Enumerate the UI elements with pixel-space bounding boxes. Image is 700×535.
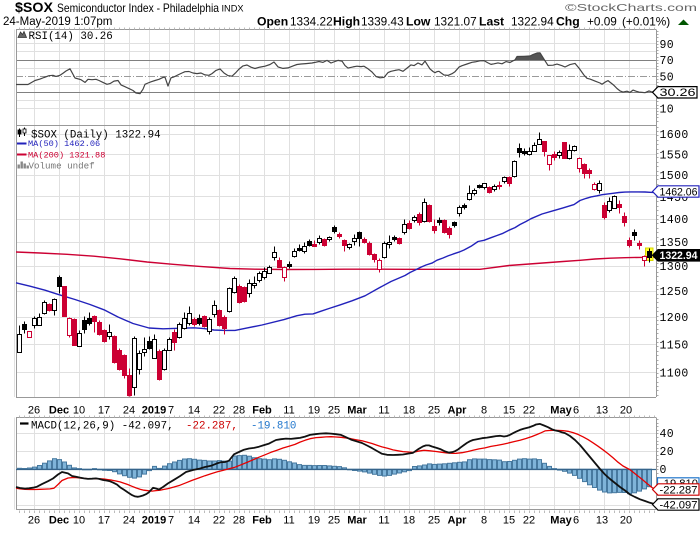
svg-text:2019: 2019 — [142, 515, 166, 527]
svg-text:1400: 1400 — [660, 214, 689, 227]
svg-text:Feb: Feb — [252, 405, 272, 417]
svg-text:Open: Open — [257, 15, 288, 29]
svg-text:1322.94: 1322.94 — [660, 250, 699, 262]
svg-text:18: 18 — [403, 405, 415, 417]
svg-text:26: 26 — [28, 515, 40, 527]
svg-text:-19.810: -19.810 — [251, 421, 296, 433]
svg-text:$SOX (Daily) 1322.94: $SOX (Daily) 1322.94 — [31, 130, 161, 142]
svg-text:Mar: Mar — [347, 515, 367, 527]
svg-text:22: 22 — [213, 515, 225, 527]
svg-text:(+0.01%): (+0.01%) — [622, 15, 670, 29]
svg-text:8: 8 — [481, 405, 487, 417]
svg-text:1339.43: 1339.43 — [361, 15, 404, 29]
svg-text:22: 22 — [213, 405, 225, 417]
svg-text:May: May — [550, 405, 572, 417]
svg-text:1550: 1550 — [660, 149, 689, 162]
svg-text:High: High — [333, 15, 360, 29]
svg-text:2019: 2019 — [142, 405, 166, 417]
svg-text:Dec: Dec — [49, 515, 69, 527]
svg-text:11: 11 — [283, 405, 294, 417]
svg-text:11: 11 — [378, 515, 389, 527]
svg-text:26: 26 — [28, 405, 40, 417]
svg-text:7: 7 — [168, 515, 174, 527]
svg-text:19: 19 — [308, 515, 320, 527]
svg-text:1150: 1150 — [660, 339, 689, 352]
svg-text:14: 14 — [188, 515, 200, 527]
svg-text:15: 15 — [503, 405, 515, 417]
svg-text:0: 0 — [660, 464, 667, 477]
svg-text:7: 7 — [168, 405, 174, 417]
svg-text:Mar: Mar — [347, 405, 367, 417]
svg-text:Chg: Chg — [556, 15, 580, 29]
svg-text:1334.22: 1334.22 — [290, 15, 333, 29]
svg-text:28: 28 — [233, 405, 245, 417]
svg-text:11: 11 — [283, 515, 294, 527]
svg-text:28: 28 — [233, 515, 245, 527]
svg-text:11: 11 — [378, 405, 389, 417]
svg-text:Volume undef: Volume undef — [29, 160, 95, 171]
svg-text:15: 15 — [503, 515, 515, 527]
svg-text:May: May — [550, 515, 572, 527]
svg-text:25: 25 — [328, 405, 340, 417]
svg-text:Semiconductor Index - Philadel: Semiconductor Index - Philadelphia — [57, 1, 219, 15]
svg-text:17: 17 — [98, 405, 110, 417]
svg-text:1600: 1600 — [660, 129, 689, 142]
svg-text:Dec: Dec — [49, 405, 69, 417]
svg-text:Apr: Apr — [448, 515, 468, 527]
svg-text:1500: 1500 — [660, 170, 689, 183]
svg-text:1250: 1250 — [660, 286, 689, 299]
svg-text:$SOX: $SOX — [15, 0, 54, 15]
svg-text:8: 8 — [481, 515, 487, 527]
svg-text:50: 50 — [660, 71, 675, 84]
svg-text:Low: Low — [406, 15, 431, 29]
svg-text:19: 19 — [308, 405, 320, 417]
svg-text:1350: 1350 — [660, 237, 689, 250]
svg-text:20: 20 — [660, 446, 675, 459]
svg-text:13: 13 — [596, 405, 608, 417]
svg-text:10: 10 — [73, 515, 85, 527]
svg-text:30.26: 30.26 — [660, 87, 696, 99]
svg-text:1462.06: 1462.06 — [660, 186, 698, 198]
svg-text:40: 40 — [660, 428, 675, 441]
svg-text:INDX: INDX — [222, 4, 245, 15]
svg-text:20: 20 — [620, 515, 632, 527]
svg-text:+0.09: +0.09 — [587, 15, 617, 29]
svg-text:13: 13 — [596, 515, 608, 527]
svg-text:20: 20 — [620, 405, 632, 417]
svg-text:©StockCharts.com: ©StockCharts.com — [565, 2, 697, 14]
svg-text:24-May-2019 1:07pm: 24-May-2019 1:07pm — [3, 16, 112, 28]
svg-text:1300: 1300 — [660, 261, 689, 274]
svg-text:10: 10 — [660, 104, 675, 117]
svg-text:14: 14 — [188, 405, 200, 417]
svg-text:22: 22 — [523, 405, 535, 417]
svg-text:Feb: Feb — [252, 515, 272, 527]
svg-text:25: 25 — [328, 515, 340, 527]
svg-text:RSI(14) 30.26: RSI(14) 30.26 — [29, 31, 113, 43]
svg-text:MA(50) 1462.06: MA(50) 1462.06 — [28, 139, 100, 149]
svg-text:24: 24 — [123, 515, 135, 527]
svg-text:17: 17 — [98, 515, 110, 527]
svg-text:1322.94: 1322.94 — [511, 15, 554, 29]
svg-text:70: 70 — [660, 55, 675, 68]
svg-text:Last: Last — [479, 15, 504, 29]
svg-text:25: 25 — [428, 405, 440, 417]
svg-text:24: 24 — [123, 405, 135, 417]
svg-text:6: 6 — [573, 515, 579, 527]
svg-text:Apr: Apr — [448, 405, 468, 417]
svg-text:-22.287,: -22.287, — [186, 421, 238, 433]
svg-text:6: 6 — [573, 405, 579, 417]
svg-text:MA(200) 1321.88: MA(200) 1321.88 — [28, 151, 105, 161]
svg-text:1100: 1100 — [660, 368, 689, 381]
svg-text:1200: 1200 — [660, 312, 689, 325]
svg-text:18: 18 — [403, 515, 415, 527]
svg-text:-42.097: -42.097 — [660, 499, 698, 511]
svg-text:90: 90 — [660, 39, 675, 52]
svg-text:22: 22 — [523, 515, 535, 527]
svg-text:MACD(12,26,9) -42.097,: MACD(12,26,9) -42.097, — [31, 421, 174, 433]
svg-text:-22.287: -22.287 — [660, 484, 698, 496]
svg-text:1321.07: 1321.07 — [434, 15, 477, 29]
svg-text:10: 10 — [73, 405, 85, 417]
svg-text:25: 25 — [428, 515, 440, 527]
